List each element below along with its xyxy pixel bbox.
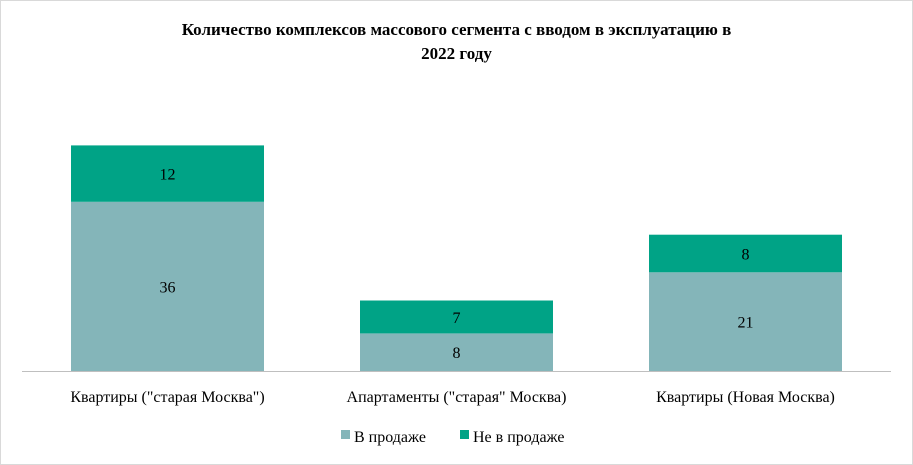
legend-swatch-not-on-sale [460,430,469,439]
data-label-not-on-sale-0: 12 [160,167,176,184]
category-label-2: Квартиры (Новая Москва) [656,389,835,406]
data-label-on-sale-1: 8 [453,345,461,362]
data-label-not-on-sale-2: 8 [742,247,750,264]
bar-on-sale-1 [360,333,553,371]
bars-group: 36 12 8 7 21 8 [71,145,842,371]
bar-on-sale-2 [649,272,842,371]
legend: В продаже Не в продаже [341,429,565,446]
legend-label-not-on-sale: Не в продаже [473,429,565,446]
legend-swatch-on-sale [341,430,350,439]
category-labels: Квартиры ("старая Москва") Апартаменты ("… [70,389,835,406]
data-label-not-on-sale-1: 7 [453,310,461,327]
bar-not-on-sale-2 [649,234,842,273]
category-label-0: Квартиры ("старая Москва") [70,389,264,406]
data-label-on-sale-0: 36 [160,279,176,296]
bar-not-on-sale-1 [360,300,553,334]
chart-title-line-1: Количество комплексов массового сегмента… [181,20,732,39]
bar-not-on-sale-0 [71,145,264,202]
category-label-1: Апартаменты ("старая" Москва) [347,389,567,406]
chart-title-line-2: 2022 году [421,44,492,63]
chart-title: Количество комплексов массового сегмента… [0,18,913,66]
legend-label-on-sale: В продаже [354,429,426,446]
bar-on-sale-0 [71,201,264,371]
data-label-on-sale-2: 21 [738,315,754,332]
